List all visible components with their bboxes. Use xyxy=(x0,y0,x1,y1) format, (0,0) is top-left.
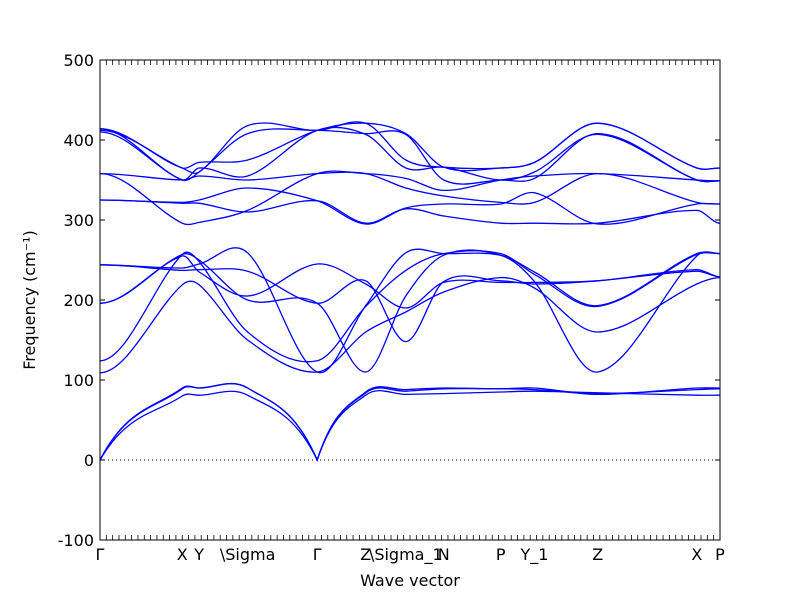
band-8 xyxy=(99,264,721,343)
x-tick-label: Z xyxy=(360,545,371,564)
y-tick-label: 200 xyxy=(63,291,94,310)
band-4 xyxy=(99,276,721,374)
x-tick-label: P xyxy=(496,545,506,564)
band-17 xyxy=(99,128,721,185)
band-3 xyxy=(99,383,721,462)
x-axis-label: Wave vector xyxy=(360,571,460,590)
plot-background xyxy=(100,60,720,540)
y-axis-label: Frequency (cm⁻¹) xyxy=(20,230,39,369)
x-tick-label: Γ xyxy=(96,545,105,564)
y-tick-label: 500 xyxy=(63,51,94,70)
band-1 xyxy=(99,390,721,462)
x-tick-label: \Sigma_1 xyxy=(369,545,443,565)
y-tick-label: 100 xyxy=(63,371,94,390)
bands-layer xyxy=(99,121,721,462)
y-tick-label: -100 xyxy=(58,531,94,550)
x-tick-label: Γ xyxy=(313,545,322,564)
x-tick-label: N xyxy=(438,545,450,564)
y-tick-label: 400 xyxy=(63,131,94,150)
x-tick-label: X xyxy=(691,545,702,564)
x-tick-label: X xyxy=(177,545,188,564)
x-tick-label: \Sigma xyxy=(220,545,276,564)
x-tick-label: Y_1 xyxy=(519,545,548,565)
band-10 xyxy=(99,199,721,225)
ticks-layer xyxy=(99,59,721,541)
y-tick-labels: -100 0 100 200 300 400 500 xyxy=(58,51,94,550)
y-tick-label: 300 xyxy=(63,211,94,230)
x-tick-label: P xyxy=(715,545,725,564)
band-14 xyxy=(99,126,721,183)
band-6 xyxy=(99,249,721,373)
y-tick-label: 0 xyxy=(84,451,94,470)
band-9 xyxy=(99,247,721,374)
x-tick-label: Y xyxy=(193,545,204,564)
x-tick-label: Z xyxy=(592,545,603,564)
plot-frame xyxy=(99,59,721,541)
band-13 xyxy=(99,171,721,205)
band-11 xyxy=(99,187,721,225)
x-tick-labels: Γ X Y \Sigma Γ Z\Sigma_1N P Y_1 Z X P xyxy=(96,545,726,565)
